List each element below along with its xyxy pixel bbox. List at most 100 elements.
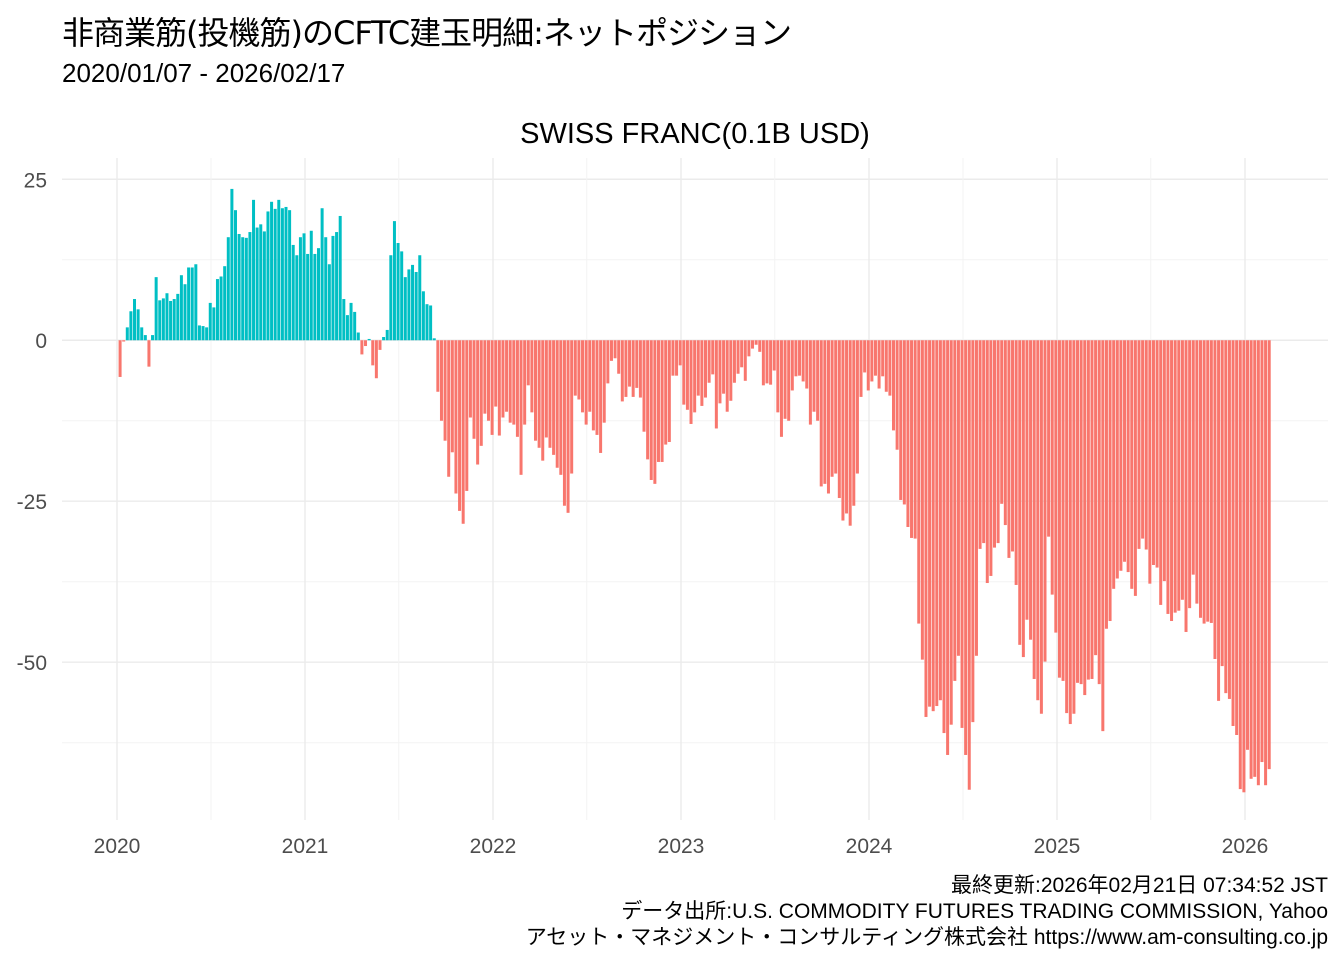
- y-tick-label: 0: [35, 330, 47, 353]
- bar: [693, 340, 697, 413]
- bar: [508, 340, 512, 423]
- bar: [946, 340, 950, 755]
- bar: [212, 307, 216, 341]
- bar: [978, 340, 982, 549]
- bar: [519, 340, 523, 475]
- bar: [552, 340, 556, 455]
- bar: [866, 340, 870, 391]
- bar: [133, 299, 137, 341]
- bar: [732, 340, 736, 383]
- bar: [418, 255, 422, 341]
- bar: [248, 232, 252, 341]
- bar: [226, 237, 230, 341]
- bar: [190, 267, 194, 341]
- bar: [635, 340, 639, 388]
- bar: [588, 340, 592, 412]
- bar: [403, 277, 407, 341]
- bar: [837, 340, 841, 499]
- y-tick-label: 25: [24, 169, 47, 192]
- y-tick-label: -25: [17, 491, 47, 514]
- bar: [429, 305, 433, 341]
- bar: [754, 340, 758, 345]
- bar: [335, 232, 339, 341]
- bar: [1079, 340, 1083, 685]
- bar: [234, 210, 238, 341]
- bar: [244, 237, 248, 341]
- bar: [324, 237, 328, 341]
- bar: [1094, 340, 1098, 656]
- bar: [714, 340, 718, 429]
- bar: [892, 340, 896, 431]
- bar: [1108, 340, 1112, 622]
- bar: [577, 340, 581, 400]
- bar: [1130, 340, 1134, 589]
- bar: [1003, 340, 1007, 526]
- bar: [367, 338, 371, 341]
- bar: [1036, 340, 1040, 701]
- bar: [1104, 340, 1108, 629]
- bar: [794, 340, 798, 377]
- bar: [834, 340, 838, 474]
- bar: [653, 340, 657, 484]
- bar: [1188, 340, 1192, 609]
- bar: [505, 340, 509, 412]
- bar: [700, 340, 704, 406]
- bar: [1039, 340, 1043, 714]
- bar: [790, 340, 794, 391]
- bar: [696, 340, 700, 396]
- bar: [685, 340, 689, 410]
- bar: [743, 340, 747, 381]
- bar: [143, 335, 147, 341]
- bar: [826, 340, 830, 494]
- bar: [454, 340, 458, 494]
- bar: [711, 340, 715, 375]
- bar: [935, 340, 939, 707]
- bar: [1025, 340, 1029, 620]
- bar: [964, 340, 968, 755]
- bar: [1151, 340, 1155, 565]
- bar: [1231, 340, 1235, 726]
- bar: [241, 237, 245, 341]
- bar: [284, 206, 288, 341]
- bar: [642, 340, 646, 432]
- bar: [638, 340, 642, 398]
- bar: [982, 340, 986, 544]
- bar: [1076, 340, 1080, 683]
- bar: [208, 302, 212, 341]
- bar: [736, 340, 740, 374]
- bar: [414, 271, 418, 341]
- bar: [255, 227, 259, 341]
- bar: [389, 255, 393, 341]
- bar: [136, 309, 140, 341]
- bar: [494, 340, 498, 407]
- bar: [841, 340, 845, 521]
- bar: [863, 340, 867, 373]
- bar: [483, 340, 487, 414]
- bar: [205, 327, 209, 341]
- bar: [949, 340, 953, 725]
- bar: [458, 340, 462, 511]
- bar: [581, 340, 585, 413]
- bar: [812, 340, 816, 412]
- bar: [147, 340, 151, 367]
- x-tick-label: 2024: [846, 835, 893, 858]
- bar: [548, 340, 552, 448]
- bar: [1072, 340, 1076, 714]
- bar: [534, 340, 538, 441]
- bar: [273, 208, 277, 341]
- bar: [855, 340, 859, 474]
- bar: [1198, 340, 1202, 618]
- bar: [884, 340, 888, 392]
- bar: [266, 211, 270, 341]
- bar: [942, 340, 946, 734]
- bar: [331, 235, 335, 341]
- bar: [613, 340, 617, 359]
- bar: [920, 340, 924, 660]
- bar: [317, 248, 321, 341]
- bar: [620, 340, 624, 402]
- bar: [881, 340, 885, 377]
- company-credit: アセット・マネジメント・コンサルティング株式会社 https://www.am-…: [525, 926, 1328, 949]
- bar: [761, 340, 765, 386]
- bar: [1253, 340, 1257, 777]
- bar: [993, 340, 997, 548]
